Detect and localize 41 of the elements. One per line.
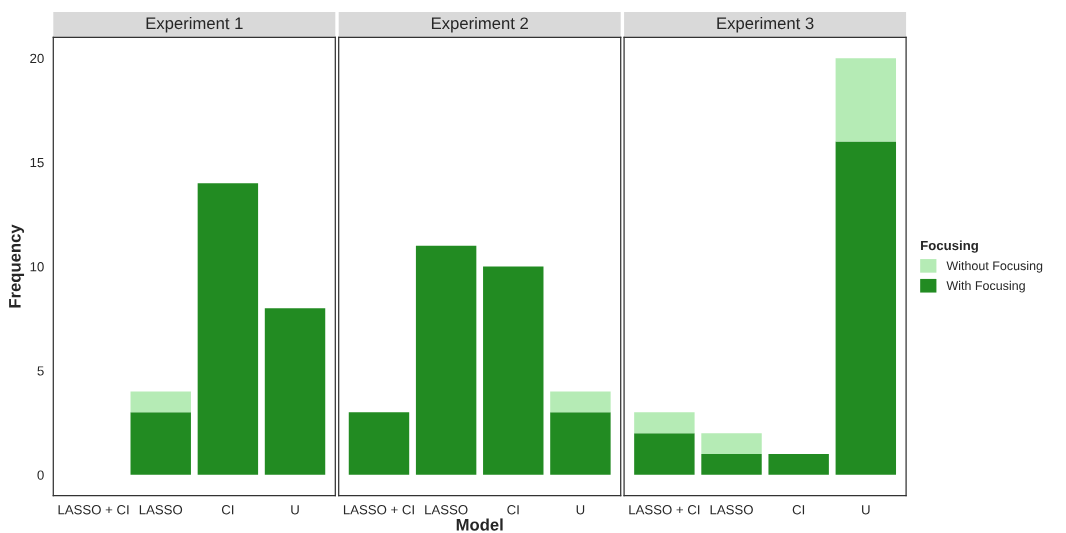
legend-label: Without Focusing <box>946 261 1043 273</box>
bar <box>264 308 326 475</box>
bar <box>130 412 191 475</box>
legend-title: Focusing <box>921 240 978 253</box>
bar <box>768 454 829 475</box>
chart-title: Experiment 3 <box>717 16 814 33</box>
chart-title: Experiment 2 <box>431 16 528 33</box>
bar <box>835 58 897 142</box>
chart-title: Experiment 1 <box>146 16 243 33</box>
x-tick-label: LASSO + CI <box>629 505 700 515</box>
bar <box>634 433 695 475</box>
bar <box>348 412 410 475</box>
x-tick-label: LASSO <box>425 505 468 515</box>
x-tick-label: U <box>576 505 585 515</box>
x-tick-label: LASSO + CI <box>343 505 414 515</box>
bar <box>550 391 611 413</box>
y-tick-label: 15 <box>30 158 44 168</box>
x-tick-label: CI <box>792 505 805 515</box>
x-tick-label: U <box>291 505 299 515</box>
bar <box>415 245 477 475</box>
y-tick-label: 5 <box>37 366 44 376</box>
bar <box>701 433 762 455</box>
x-tick-label: LASSO <box>139 505 183 515</box>
x-tick-label: CI <box>507 505 519 515</box>
y-axis-title: Frequency <box>9 224 25 308</box>
y-tick-label: 0 <box>37 470 44 480</box>
bar <box>701 454 762 475</box>
bar <box>197 183 259 475</box>
bar <box>634 412 695 434</box>
x-tick-label: CI <box>221 505 234 515</box>
y-tick-label: 20 <box>30 53 44 64</box>
y-tick-label: 10 <box>30 262 44 272</box>
x-tick-label: LASSO <box>710 505 753 515</box>
x-tick-label: U <box>862 505 870 515</box>
bar <box>550 412 611 475</box>
x-axis-title: Model <box>456 518 503 531</box>
bar <box>130 391 191 413</box>
bar <box>835 141 897 475</box>
bar <box>483 266 544 475</box>
legend-label: With Focusing <box>946 280 1025 293</box>
x-tick-label: LASSO + CI <box>58 505 129 515</box>
